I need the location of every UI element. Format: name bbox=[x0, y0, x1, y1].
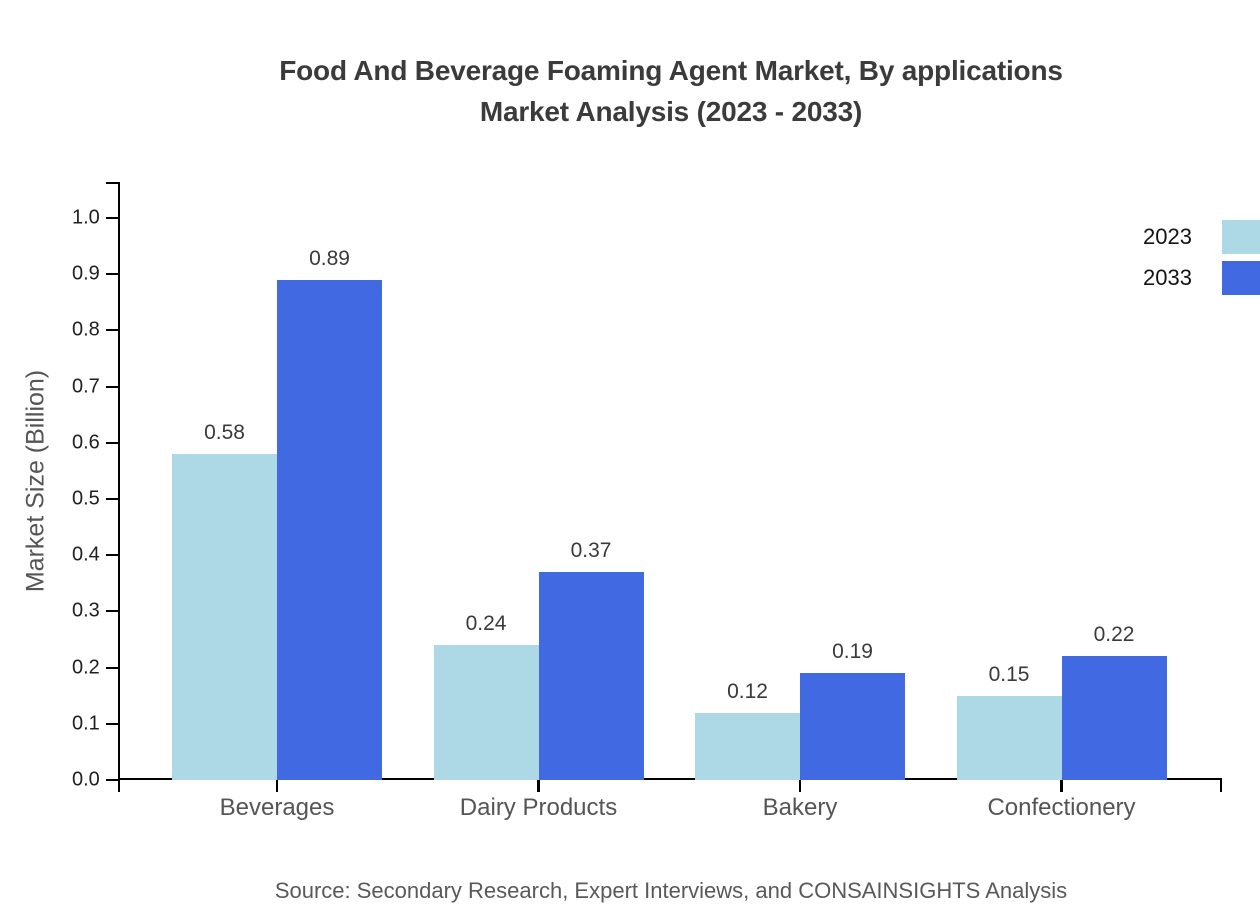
y-tick-label: 0.9 bbox=[71, 262, 100, 285]
y-tick-mark bbox=[105, 554, 118, 557]
category-label: Beverages bbox=[219, 794, 335, 821]
chart-title-line-1: Food And Beverage Foaming Agent Market, … bbox=[279, 55, 1063, 86]
category-label: Confectionery bbox=[987, 794, 1136, 821]
source-note: Source: Secondary Research, Expert Inter… bbox=[274, 878, 1068, 903]
y-tick-label: 0.5 bbox=[71, 487, 100, 510]
category-label: Bakery bbox=[762, 794, 838, 821]
x-tick-mark bbox=[798, 780, 802, 792]
y-tick-mark bbox=[105, 441, 118, 444]
y-tick-label: 0.0 bbox=[71, 768, 100, 791]
bar-2033-confectionery bbox=[1061, 656, 1167, 780]
bar-2023-dairy-products bbox=[433, 645, 539, 780]
legend-item-2033: 2033 bbox=[1143, 261, 1260, 295]
y-tick-mark bbox=[105, 329, 118, 332]
y-tick-mark bbox=[105, 385, 118, 388]
value-label: 0.58 bbox=[204, 421, 245, 445]
y-axis-top-cap-tick bbox=[105, 182, 118, 185]
y-tick-label: 0.7 bbox=[71, 375, 100, 398]
value-label: 0.37 bbox=[570, 539, 612, 563]
y-axis-spine bbox=[117, 182, 120, 792]
bar-2033-dairy-products bbox=[538, 572, 644, 780]
x-tick-mark bbox=[1060, 780, 1063, 792]
x-tick-mark bbox=[275, 780, 279, 792]
x-tick-mark bbox=[537, 780, 540, 792]
value-label: 0.89 bbox=[309, 246, 350, 270]
y-tick-mark bbox=[105, 216, 118, 220]
legend-label: 2033 bbox=[1143, 265, 1192, 290]
y-tick-label: 0.3 bbox=[71, 599, 100, 622]
bar-2033-bakery bbox=[800, 673, 905, 780]
y-tick-mark bbox=[105, 610, 118, 613]
legend-swatch bbox=[1222, 261, 1260, 295]
y-tick-mark bbox=[105, 722, 118, 725]
y-tick-label: 0.2 bbox=[71, 656, 100, 679]
value-label: 0.19 bbox=[832, 640, 873, 664]
y-tick-label: 0.1 bbox=[71, 712, 100, 735]
value-label: 0.15 bbox=[988, 662, 1030, 686]
bar-2023-bakery bbox=[695, 712, 800, 780]
legend-item-2023: 2023 bbox=[1143, 220, 1260, 254]
legend-label: 2023 bbox=[1143, 224, 1192, 249]
x-axis-spine bbox=[117, 777, 1222, 780]
category-label: Dairy Products bbox=[459, 794, 618, 821]
y-tick-label: 0.4 bbox=[71, 543, 100, 566]
value-label: 0.22 bbox=[1093, 623, 1135, 647]
x-axis-end-tick bbox=[1219, 780, 1222, 792]
bar-2023-confectionery bbox=[956, 695, 1062, 780]
y-tick-mark bbox=[105, 778, 118, 782]
y-tick-label: 1.0 bbox=[71, 206, 100, 229]
y-tick-mark bbox=[105, 666, 118, 669]
y-tick-mark bbox=[105, 273, 118, 276]
y-tick-label: 0.8 bbox=[71, 318, 100, 341]
chart-title: Food And Beverage Foaming Agent Market, … bbox=[120, 50, 1222, 132]
value-label: 0.12 bbox=[727, 679, 768, 703]
bar-2023-beverages bbox=[172, 454, 277, 780]
bar-2033-beverages bbox=[277, 279, 382, 780]
legend-swatch bbox=[1222, 220, 1260, 254]
y-tick-mark bbox=[105, 497, 118, 501]
y-tick-label: 0.6 bbox=[71, 431, 100, 454]
chart-title-line-2: Market Analysis (2023 - 2033) bbox=[479, 96, 863, 127]
value-label: 0.24 bbox=[465, 612, 507, 636]
